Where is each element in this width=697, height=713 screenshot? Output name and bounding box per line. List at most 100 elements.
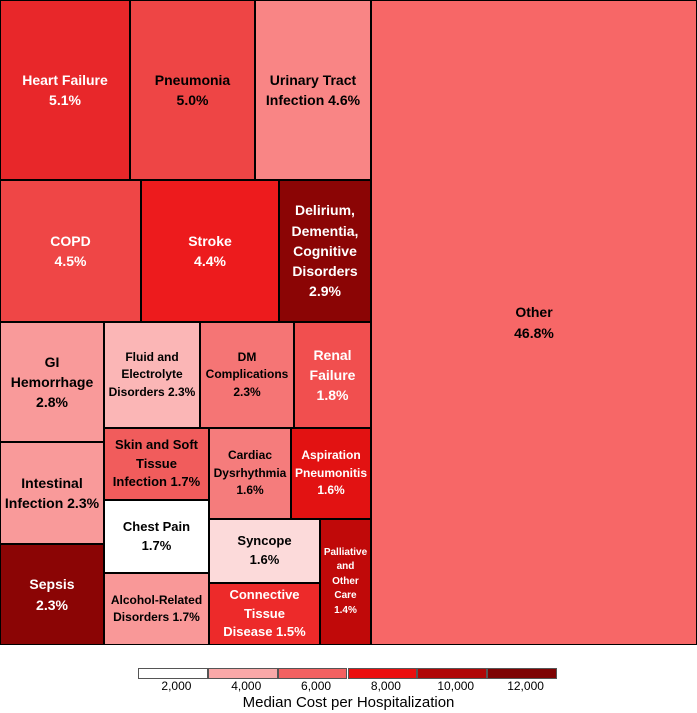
tile-label-line: Dementia, <box>291 222 359 239</box>
tile-label-line: Tissue <box>136 455 177 471</box>
tile-label-line: Skin and Soft <box>114 436 199 452</box>
tile-label-line: 2.9% <box>309 283 341 300</box>
colorbar-tick-label: 12,000 <box>507 679 544 693</box>
colorbar-swatch <box>487 668 557 679</box>
tile-label-line: 4.5% <box>54 253 87 269</box>
tile-label-line: COPD <box>50 232 91 249</box>
tile-label-line: GI Hemorrhage <box>10 353 94 390</box>
treemap: Heart Failure 5.1% Pneumonia 5.0% Urinary Tr… <box>0 0 697 645</box>
treemap-tile: Delirium, Dementia, Cognitive Disorders 2.9% <box>279 180 371 322</box>
tile-label-line: Sepsis <box>29 576 75 593</box>
treemap-tile: Sepsis 2.3% <box>0 544 104 645</box>
tile-label: Urinary Tract Infection 4.6% <box>264 70 362 111</box>
tile-label: Syncope 1.6% <box>235 532 293 570</box>
tile-label-line: 2.8% <box>36 394 68 411</box>
treemap-tile: Renal Failure 1.8% <box>294 322 371 428</box>
tile-label-line: DM <box>237 349 257 364</box>
tile-label-line: 2.3% <box>233 384 261 399</box>
tile-label: Aspiration Pneumonitis 1.6% <box>293 447 369 499</box>
treemap-tile: Fluid and Electrolyte Disorders 2.3% <box>104 322 200 428</box>
tile-label: Palliative and Other Care 1.4% <box>322 546 369 619</box>
tile-label-line: Infection 1.7% <box>112 474 201 490</box>
tile-label: Renal Failure 1.8% <box>308 345 358 406</box>
colorbar-tick-label: 8,000 <box>370 679 401 693</box>
tile-label-line: 1.6% <box>317 483 345 498</box>
tile-label-line: 1.6% <box>249 552 280 567</box>
tile-label-line: Syncope <box>237 533 292 549</box>
treemap-tile: Intestinal Infection 2.3% <box>0 442 104 544</box>
treemap-tile: Alcohol-Related Disorders 1.7% <box>104 573 209 645</box>
tile-label: Pneumonia 5.0% <box>153 70 232 111</box>
tile-label-line: Dysrhythmia <box>213 465 287 480</box>
treemap-tile: COPD 4.5% <box>0 180 141 322</box>
treemap-tile: Other 46.8% <box>371 0 697 645</box>
tile-label-line: Infection 2.3% <box>4 495 100 511</box>
treemap-tile: Stroke 4.4% <box>141 180 279 322</box>
tile-label: Sepsis 2.3% <box>27 574 76 615</box>
tile-label: Stroke 4.4% <box>186 231 234 272</box>
tile-label-line: Connective <box>229 586 300 602</box>
colorbar-swatch <box>207 668 278 679</box>
tile-label-line: Tissue <box>244 605 285 621</box>
tile-label-line: 4.4% <box>194 253 226 269</box>
tile-label-line: Chest Pain <box>122 518 191 534</box>
tile-label-line: Cardiac <box>227 448 272 463</box>
tile-label-line: Pneumonia <box>154 71 231 88</box>
tile-label-line: 46.8% <box>514 324 554 341</box>
tile-label-line: 2.3% <box>36 596 68 613</box>
tile-label: Connective Tissue Disease 1.5% <box>221 586 307 643</box>
tile-label-line: Alcohol-Related <box>110 592 203 607</box>
tile-label-line: Pneumonitis <box>294 465 367 480</box>
tile-label-line: Disorders 1.7% <box>113 610 200 624</box>
tile-label-line: Cognitive <box>293 242 357 259</box>
tile-label: GI Hemorrhage 2.8% <box>1 352 103 413</box>
treemap-tile: Skin and Soft Tissue Infection 1.7% <box>104 428 209 500</box>
tile-label-line: Infection 4.6% <box>265 92 361 108</box>
colorbar-tick-label: 10,000 <box>437 679 475 693</box>
treemap-tile: GI Hemorrhage 2.8% <box>0 322 104 442</box>
tile-label-line: Palliative <box>323 546 368 558</box>
tile-label: Alcohol-Related Disorders 1.7% <box>109 592 204 627</box>
tile-label: Heart Failure 5.1% <box>20 70 110 111</box>
treemap-tile: Connective Tissue Disease 1.5% <box>209 583 320 645</box>
tile-label-line: Disorders 2.3% <box>108 384 196 399</box>
tile-label: Fluid and Electrolyte Disorders 2.3% <box>107 349 198 401</box>
tile-label-line: Complications <box>205 367 289 382</box>
colorbar-tick-label: 2,000 <box>161 679 192 693</box>
tile-label-line: 1.8% <box>316 387 349 404</box>
tile-label-line: Stroke <box>188 232 232 249</box>
colorbar-swatch <box>138 668 208 679</box>
tile-label-line: Renal <box>313 346 352 363</box>
tile-label-line: 5.0% <box>176 92 209 108</box>
tile-label-line: Heart Failure <box>22 71 108 88</box>
treemap-tile: DM Complications 2.3% <box>200 322 294 428</box>
treemap-tile: Chest Pain 1.7% <box>104 500 209 573</box>
colorbar-swatch <box>417 668 488 679</box>
colorbar-tick-label: 6,000 <box>301 679 332 693</box>
tile-label-line: Electrolyte <box>121 367 183 382</box>
tile-label: Other 46.8% <box>512 302 556 343</box>
tile-label: DM Complications 2.3% <box>204 349 291 401</box>
treemap-tile: Palliative and Other Care 1.4% <box>320 519 371 645</box>
tile-label: Delirium, Dementia, Cognitive Disorders 2.9% <box>290 200 361 301</box>
tile-label-line: Urinary Tract <box>269 71 357 88</box>
tile-label-line: Intestinal <box>21 474 83 491</box>
tile-label-line: Failure <box>309 366 356 383</box>
tile-label: Cardiac Dysrhythmia 1.6% <box>212 447 289 499</box>
tile-label-line: Care <box>334 590 357 602</box>
tile-label-line: Disorders <box>292 263 358 280</box>
tile-label: Chest Pain 1.7% <box>121 518 192 556</box>
tile-label: Intestinal Infection 2.3% <box>3 473 101 514</box>
colorbar <box>138 668 557 681</box>
treemap-tile: Heart Failure 5.1% <box>0 0 130 180</box>
treemap-tile: Urinary Tract Infection 4.6% <box>255 0 371 180</box>
tile-label-line: 1.6% <box>236 483 264 498</box>
colorbar-label: Median Cost per Hospitalization <box>242 694 455 711</box>
tile-label-line: Delirium, <box>295 202 355 219</box>
tile-label: COPD 4.5% <box>48 231 92 272</box>
tile-label-line: and <box>336 561 355 573</box>
treemap-tile: Cardiac Dysrhythmia 1.6% <box>209 428 291 519</box>
colorbar-tick-label: 4,000 <box>231 679 262 693</box>
tile-label: Skin and Soft Tissue Infection 1.7% <box>111 436 202 493</box>
tile-label-line: 1.4% <box>334 604 357 616</box>
